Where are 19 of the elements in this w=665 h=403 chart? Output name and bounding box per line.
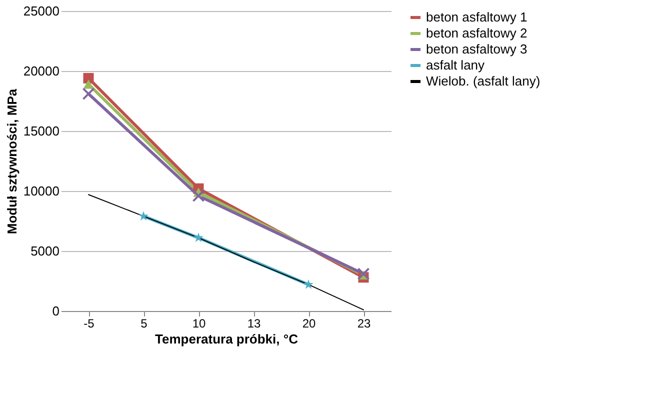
x-axis-title: Temperatura próbki, °C [155, 332, 299, 346]
y-tick-label: 10000 [23, 184, 60, 198]
x-tick-label: 5 [140, 316, 148, 330]
x-tick-label: 10 [192, 316, 206, 330]
y-tick-label: 0 [52, 304, 60, 318]
y-tick-label: 20000 [23, 64, 60, 78]
x-tick-label: 13 [247, 316, 261, 330]
y-axis-title: Moduł sztywności, MPa [4, 88, 20, 234]
legend-label: beton asfaltowy 2 [426, 26, 528, 40]
legend-label: Wielob. (asfalt lany) [426, 74, 540, 88]
y-tick-label: 25000 [23, 4, 60, 18]
x-tick-label: 20 [302, 316, 316, 330]
x-tick-label: 23 [357, 316, 371, 330]
y-tick-label: 15000 [23, 124, 60, 138]
y-tick-label: 5000 [30, 244, 60, 258]
legend-label: asfalt lany [426, 58, 486, 72]
legend-label: beton asfaltowy 1 [426, 10, 528, 24]
legend-label: beton asfaltowy 3 [426, 42, 528, 56]
x-tick-label: -5 [84, 316, 95, 330]
